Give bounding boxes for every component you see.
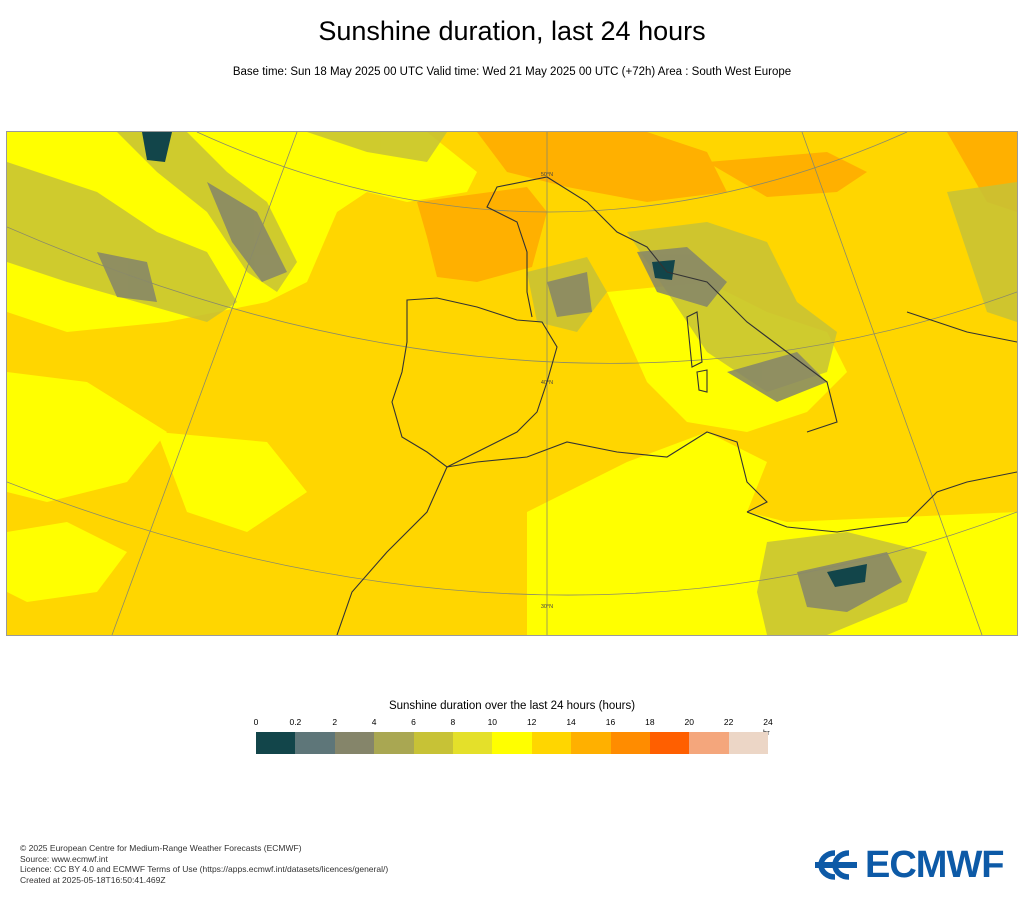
legend-tick-label: 6	[411, 717, 416, 727]
chart-title: Sunshine duration, last 24 hours	[318, 16, 706, 46]
legend-tick-label: 8	[450, 717, 456, 727]
legend-swatch	[492, 732, 532, 754]
legend-tick-label: 24	[763, 717, 773, 727]
legend-tick-label: 16	[605, 717, 616, 727]
parallel-label-30n: 30°N	[541, 604, 553, 610]
ecmwf-logo-text: ECMWF	[865, 843, 1005, 886]
legend-swatch	[334, 732, 375, 754]
footer-licence: Licence: CC BY 4.0 and ECMWF Terms of Us…	[20, 864, 389, 874]
graticule	[7, 132, 1017, 635]
legend-swatch	[610, 732, 650, 754]
legend-swatch	[689, 732, 729, 754]
legend-swatch	[295, 732, 335, 754]
sunshine-0-2h-areas	[142, 132, 867, 587]
sunshine-14-16h-areas	[417, 132, 1017, 282]
chart-subtitle: Base time: Sun 18 May 2025 00 UTC Valid …	[232, 66, 792, 78]
footer-source: Source: www.ecmwf.int	[20, 853, 108, 864]
legend-swatch	[413, 732, 453, 754]
legend-tick-label: 12	[526, 717, 537, 727]
coastlines	[336, 176, 1017, 635]
parallel-label-40n: 40°N	[541, 380, 553, 386]
legend-swatch	[256, 732, 296, 754]
footer: © 2025 European Centre for Medium-Range …	[20, 843, 388, 885]
legend-tick-label: 0	[253, 717, 259, 727]
ecmwf-logo: ECMWF	[813, 843, 1008, 886]
legend-tick-label: 10	[487, 717, 498, 727]
legend-swatch	[452, 732, 493, 754]
legend-swatch	[728, 732, 769, 754]
legend-tick-label: 4	[371, 717, 377, 727]
legend-tick-label: 18	[645, 717, 655, 727]
legend-tick-label: 22	[723, 717, 734, 727]
footer-copyright: © 2025 European Centre for Medium-Range …	[20, 843, 302, 853]
legend-swatch	[649, 732, 690, 754]
legend-swatch	[374, 732, 414, 754]
ecmwf-logo-icon	[815, 850, 857, 880]
legend-colorbar	[256, 732, 769, 754]
parallel-label-50n: 50°N	[541, 172, 553, 178]
footer-created: Created at 2025-05-18T16:50:41.469Z	[20, 874, 166, 885]
legend-ticks: 0 0.2 2 4 6 8 10 12 14 16 18 20 22 24	[253, 717, 773, 729]
legend-title: Sunshine duration over the last 24 hours…	[388, 700, 636, 712]
legend-tick-label: 2	[332, 717, 338, 727]
legend-swatch	[531, 732, 572, 754]
legend-tick-label: 20	[684, 717, 694, 727]
legend-swatch	[571, 732, 611, 754]
sunshine-map: 50°N 40°N 30°N	[6, 131, 1018, 636]
legend-tick-label: 0.2	[289, 717, 302, 727]
legend-tick-label: 14	[566, 717, 576, 727]
